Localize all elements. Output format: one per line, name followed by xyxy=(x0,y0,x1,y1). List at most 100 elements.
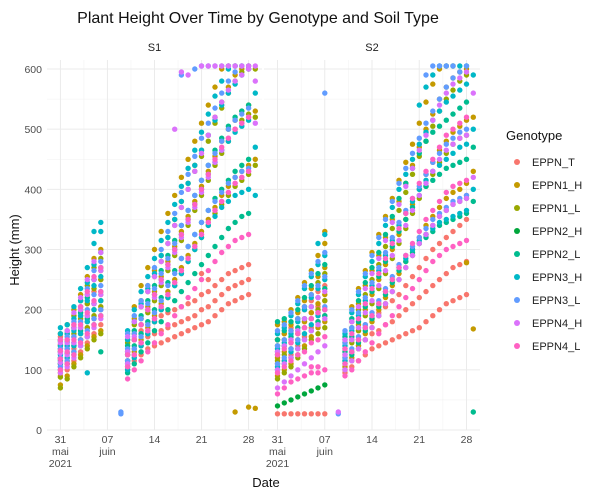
data-point xyxy=(138,322,144,328)
data-point xyxy=(91,267,97,274)
data-point xyxy=(239,189,245,196)
data-point xyxy=(409,328,416,334)
y-tick-label: 500 xyxy=(24,124,42,136)
data-point xyxy=(423,267,429,274)
data-point xyxy=(245,63,252,69)
data-point xyxy=(416,325,422,331)
data-point xyxy=(225,78,232,84)
data-point xyxy=(185,216,191,223)
data-point xyxy=(342,337,348,343)
data-point xyxy=(443,99,449,105)
data-point xyxy=(274,319,281,325)
y-tick-label: 0 xyxy=(36,425,42,437)
data-point xyxy=(308,291,314,298)
data-point xyxy=(274,403,281,409)
data-point xyxy=(295,352,301,358)
data-point xyxy=(84,264,91,271)
data-point xyxy=(396,304,402,310)
data-point xyxy=(295,307,301,313)
data-point xyxy=(308,270,314,277)
data-point xyxy=(362,349,368,355)
legend-label: EPPN2_H xyxy=(532,226,582,238)
data-point xyxy=(369,331,375,337)
data-point xyxy=(389,288,395,295)
data-point xyxy=(165,307,171,313)
data-point xyxy=(219,90,225,96)
data-point xyxy=(457,180,463,186)
data-point xyxy=(436,252,443,259)
data-point xyxy=(172,201,178,208)
data-point xyxy=(198,322,205,328)
data-point xyxy=(57,347,64,354)
data-point xyxy=(252,144,258,150)
data-point xyxy=(430,168,436,174)
data-point xyxy=(450,150,456,156)
data-point xyxy=(274,376,281,382)
data-point xyxy=(457,186,463,192)
legend-label: EPPN4_H xyxy=(532,318,582,330)
data-point xyxy=(239,294,245,301)
data-point xyxy=(423,99,429,105)
data-point xyxy=(178,222,185,229)
data-point xyxy=(409,273,416,280)
data-point xyxy=(225,126,232,132)
data-point xyxy=(450,81,456,87)
data-point xyxy=(198,291,205,298)
data-point xyxy=(443,165,449,171)
data-point xyxy=(232,126,238,132)
data-point xyxy=(295,331,301,337)
data-point xyxy=(212,84,218,90)
data-point xyxy=(443,90,449,96)
data-point xyxy=(436,102,443,108)
data-point xyxy=(409,156,416,162)
data-point xyxy=(198,177,205,183)
data-point xyxy=(288,358,294,364)
data-point xyxy=(450,201,456,208)
data-point xyxy=(423,288,429,295)
data-point xyxy=(301,391,308,397)
data-point xyxy=(470,326,476,332)
data-point xyxy=(403,183,409,189)
data-point xyxy=(239,111,245,117)
data-point xyxy=(382,222,389,229)
data-point xyxy=(315,240,321,247)
data-point xyxy=(192,153,198,159)
data-point xyxy=(205,219,211,226)
data-point xyxy=(342,361,348,367)
data-point xyxy=(288,397,294,403)
data-point xyxy=(131,307,137,313)
data-point xyxy=(423,120,429,126)
data-point xyxy=(77,340,84,346)
data-point xyxy=(430,222,436,229)
data-point xyxy=(185,279,191,286)
data-point xyxy=(185,207,191,214)
data-point xyxy=(382,237,389,244)
data-point xyxy=(205,162,211,168)
data-point xyxy=(151,255,158,262)
data-point xyxy=(57,385,64,391)
data-point xyxy=(91,307,97,313)
data-point xyxy=(145,340,151,346)
data-point xyxy=(198,270,205,277)
data-point xyxy=(369,258,375,265)
data-point xyxy=(232,219,238,226)
data-point xyxy=(252,162,258,168)
data-point xyxy=(98,264,104,271)
data-point xyxy=(457,135,463,141)
data-point xyxy=(443,216,449,223)
data-point xyxy=(403,189,409,196)
data-point xyxy=(151,273,158,280)
data-point xyxy=(64,337,70,343)
data-point xyxy=(403,264,409,271)
data-point xyxy=(151,246,158,253)
data-point xyxy=(205,319,211,325)
data-point xyxy=(430,282,436,289)
data-point xyxy=(239,234,245,241)
data-point xyxy=(232,298,238,304)
data-point xyxy=(322,288,328,295)
data-point xyxy=(457,294,463,301)
data-point xyxy=(192,192,198,199)
data-point xyxy=(450,93,456,99)
data-point xyxy=(239,120,245,126)
data-point xyxy=(185,243,191,250)
